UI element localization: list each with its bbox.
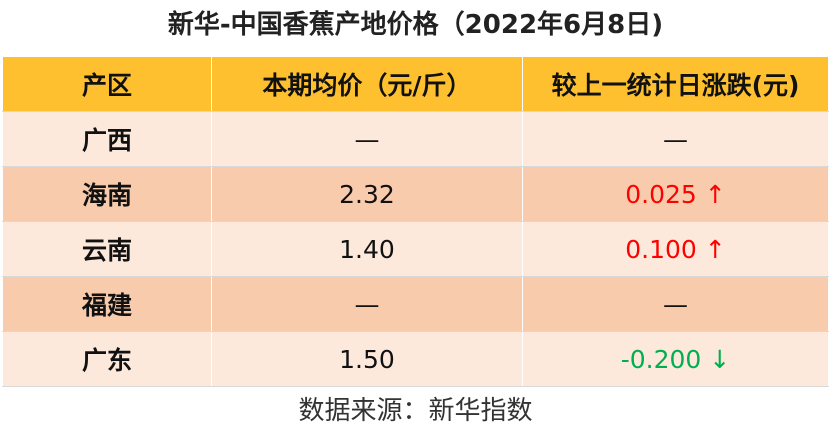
title: 新华-中国香蕉产地价格（2022年6月8日)	[167, 10, 664, 40]
table-cell: —	[522, 276, 829, 332]
table-row: 广西 — —	[2, 111, 829, 167]
price-table: 产区 本期均价（元/斤） 较上一统计日涨跌(元) 广西 — — 海南 2.32 0.025 ↑…	[2, 56, 829, 387]
table-cell: —	[211, 111, 523, 167]
column-header: 本期均价（元/斤）	[211, 56, 523, 112]
table-row: 福建 — —	[2, 276, 829, 332]
table-cell: 云南	[2, 221, 212, 277]
table-cell: —	[522, 111, 829, 167]
table-cell: 0.025 ↑	[522, 166, 829, 222]
table-cell: 1.40	[211, 221, 523, 277]
source: 数据来源：新华指数	[298, 396, 533, 426]
table-row: 海南 2.32 0.025 ↑	[2, 166, 829, 222]
table-row: 广东 1.50 -0.200 ↓	[2, 331, 829, 387]
table-cell: -0.200 ↓	[522, 331, 829, 387]
header-row: 产区 本期均价（元/斤） 较上一统计日涨跌(元)	[2, 56, 829, 112]
table-cell: 广西	[2, 111, 212, 167]
table-cell: 2.32	[211, 166, 523, 222]
table-cell: 福建	[2, 276, 212, 332]
table-row: 云南 1.40 0.100 ↑	[2, 221, 829, 277]
table-body: 广西 — — 海南 2.32 0.025 ↑ 云南 1.40 0.100 ↑ 福建 — — 广东 1.50…	[2, 111, 829, 387]
table-cell: —	[211, 276, 523, 332]
table-cell: 1.50	[211, 331, 523, 387]
table-cell: 广东	[2, 331, 212, 387]
column-header: 产区	[2, 56, 212, 112]
table-cell: 0.100 ↑	[522, 221, 829, 277]
table-cell: 海南	[2, 166, 212, 222]
column-header: 较上一统计日涨跌(元)	[522, 56, 829, 112]
